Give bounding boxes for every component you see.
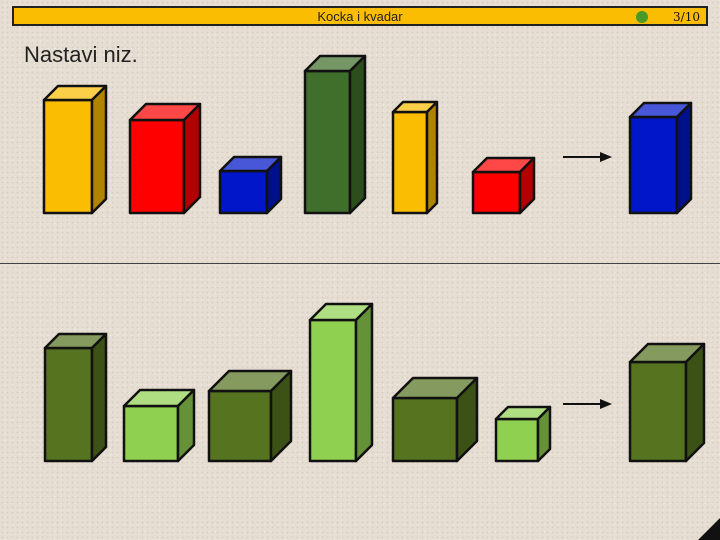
header-bar: Kocka i kvadar 3/10 [12, 6, 708, 26]
top-sequence-answer-cuboid [628, 101, 693, 215]
bottom-sequence-cuboid-1 [43, 332, 108, 463]
section-divider [0, 263, 720, 264]
bottom-sequence-cube-5 [391, 376, 479, 463]
top-sequence-cuboid-2 [128, 102, 202, 215]
bottom-sequence-cuboid-4 [308, 302, 374, 463]
page-corner-icon[interactable] [698, 518, 720, 540]
page-title: Kocka i kvadar [317, 9, 403, 24]
instruction-text: Nastavi niz. [24, 42, 138, 67]
top-sequence-cuboid-5 [391, 100, 439, 215]
top-sequence-cube-3 [218, 155, 283, 215]
bottom-sequence-cube-3 [207, 369, 293, 463]
bottom-sequence-cube-2 [122, 388, 196, 463]
top-sequence-cuboid-1 [42, 84, 108, 215]
top-sequence-cube-6 [471, 156, 536, 215]
top-sequence-cuboid-4 [303, 54, 367, 215]
bottom-sequence-cube-6 [494, 405, 552, 463]
top-sequence-arrow-icon [563, 152, 612, 162]
status-dot-icon [636, 11, 648, 23]
page-indicator: 3/10 [673, 10, 700, 24]
bottom-sequence-answer-cuboid [628, 342, 706, 463]
bottom-sequence-arrow-icon [563, 399, 612, 409]
